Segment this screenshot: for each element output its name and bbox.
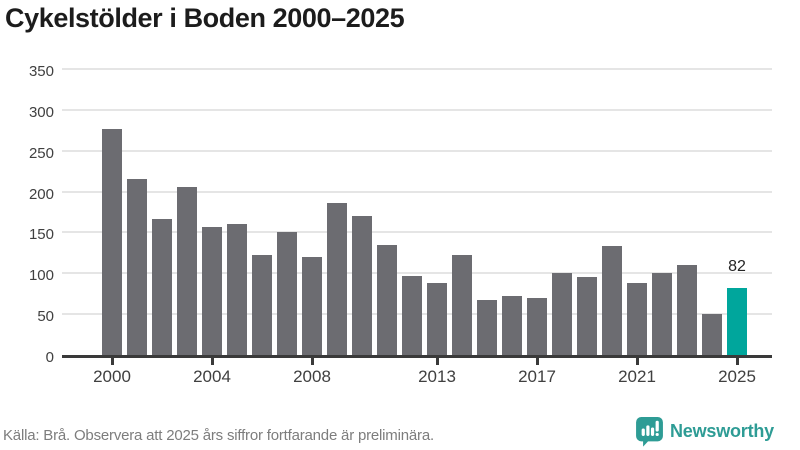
- x-tick-label-2025: 2025: [718, 367, 756, 386]
- bar-2001: [127, 178, 147, 355]
- x-tick-label-2000: 2000: [93, 367, 131, 386]
- bar-2018: [552, 273, 572, 355]
- x-tick-2000: [110, 358, 114, 365]
- newsworthy-logo: Newsworthy: [635, 416, 774, 447]
- bar-2006: [252, 254, 272, 355]
- bar-2015: [477, 300, 497, 355]
- bar-2019: [577, 276, 597, 355]
- x-tick-label-2004: 2004: [193, 367, 231, 386]
- y-tick-label-150: 150: [28, 226, 54, 244]
- x-tick-label-2008: 2008: [293, 367, 331, 386]
- bar-2021: [627, 283, 647, 355]
- y-tick-label-0: 0: [45, 349, 54, 366]
- y-tick-label-50: 50: [37, 308, 54, 326]
- bar-2004: [202, 226, 222, 355]
- bar-2016: [502, 296, 522, 355]
- x-tick-2004: [210, 358, 214, 365]
- y-tick-label-250: 250: [28, 144, 54, 162]
- x-tick-2008: [310, 358, 314, 365]
- bar-2014: [452, 255, 472, 355]
- y-tick-label-350: 350: [28, 63, 54, 80]
- gridline-350: [62, 68, 772, 70]
- bar-2012: [402, 275, 422, 355]
- bar-2010: [352, 216, 372, 355]
- bar-2023: [677, 265, 697, 355]
- bar-2000: [102, 128, 122, 355]
- bar-2002: [152, 218, 172, 355]
- bar-2024: [702, 314, 722, 355]
- gridline-150: [62, 231, 772, 234]
- x-tick-label-2021: 2021: [618, 367, 656, 386]
- y-tick-label-100: 100: [28, 267, 54, 285]
- bar-2007: [277, 231, 297, 355]
- source-note: Källa: Brå. Observera att 2025 års siffr…: [3, 427, 434, 444]
- bar-2008: [302, 256, 322, 355]
- plot-area: 2000 2004 2008 2013 2017 2021 82 2025: [62, 68, 772, 386]
- gridline-200: [62, 190, 772, 193]
- bar-2011: [377, 244, 397, 355]
- bar-2017: [527, 297, 547, 355]
- gridline-100: [62, 272, 772, 275]
- bar-2005: [227, 224, 247, 355]
- bar-2020: [602, 246, 622, 355]
- newsworthy-wordmark: Newsworthy: [669, 421, 774, 441]
- x-tick-2017: [535, 358, 539, 365]
- x-tick-2025: [735, 358, 739, 365]
- x-tick-2013: [435, 358, 439, 365]
- x-tick-2021: [635, 358, 639, 365]
- newsworthy-logo-icon: [636, 417, 663, 447]
- bar-2025: 82: [727, 258, 747, 355]
- gridline-300: [62, 108, 772, 111]
- x-tick-label-2017: 2017: [518, 367, 556, 386]
- y-tick-label-200: 200: [28, 185, 54, 203]
- y-axis-labels: 0 50 100 150 200 250 300 350: [0, 63, 54, 366]
- y-tick-label-300: 300: [28, 103, 54, 121]
- chart-title: Cykelstölder i Boden 2000–2025: [5, 3, 405, 33]
- gridline-250: [62, 149, 772, 152]
- bar-2022: [652, 273, 672, 355]
- bar-2003: [177, 186, 197, 355]
- x-tick-label-2013: 2013: [418, 367, 456, 386]
- highlight-value-label: 82: [728, 258, 746, 275]
- bar-2013: [427, 283, 447, 355]
- bar-2009: [327, 203, 347, 355]
